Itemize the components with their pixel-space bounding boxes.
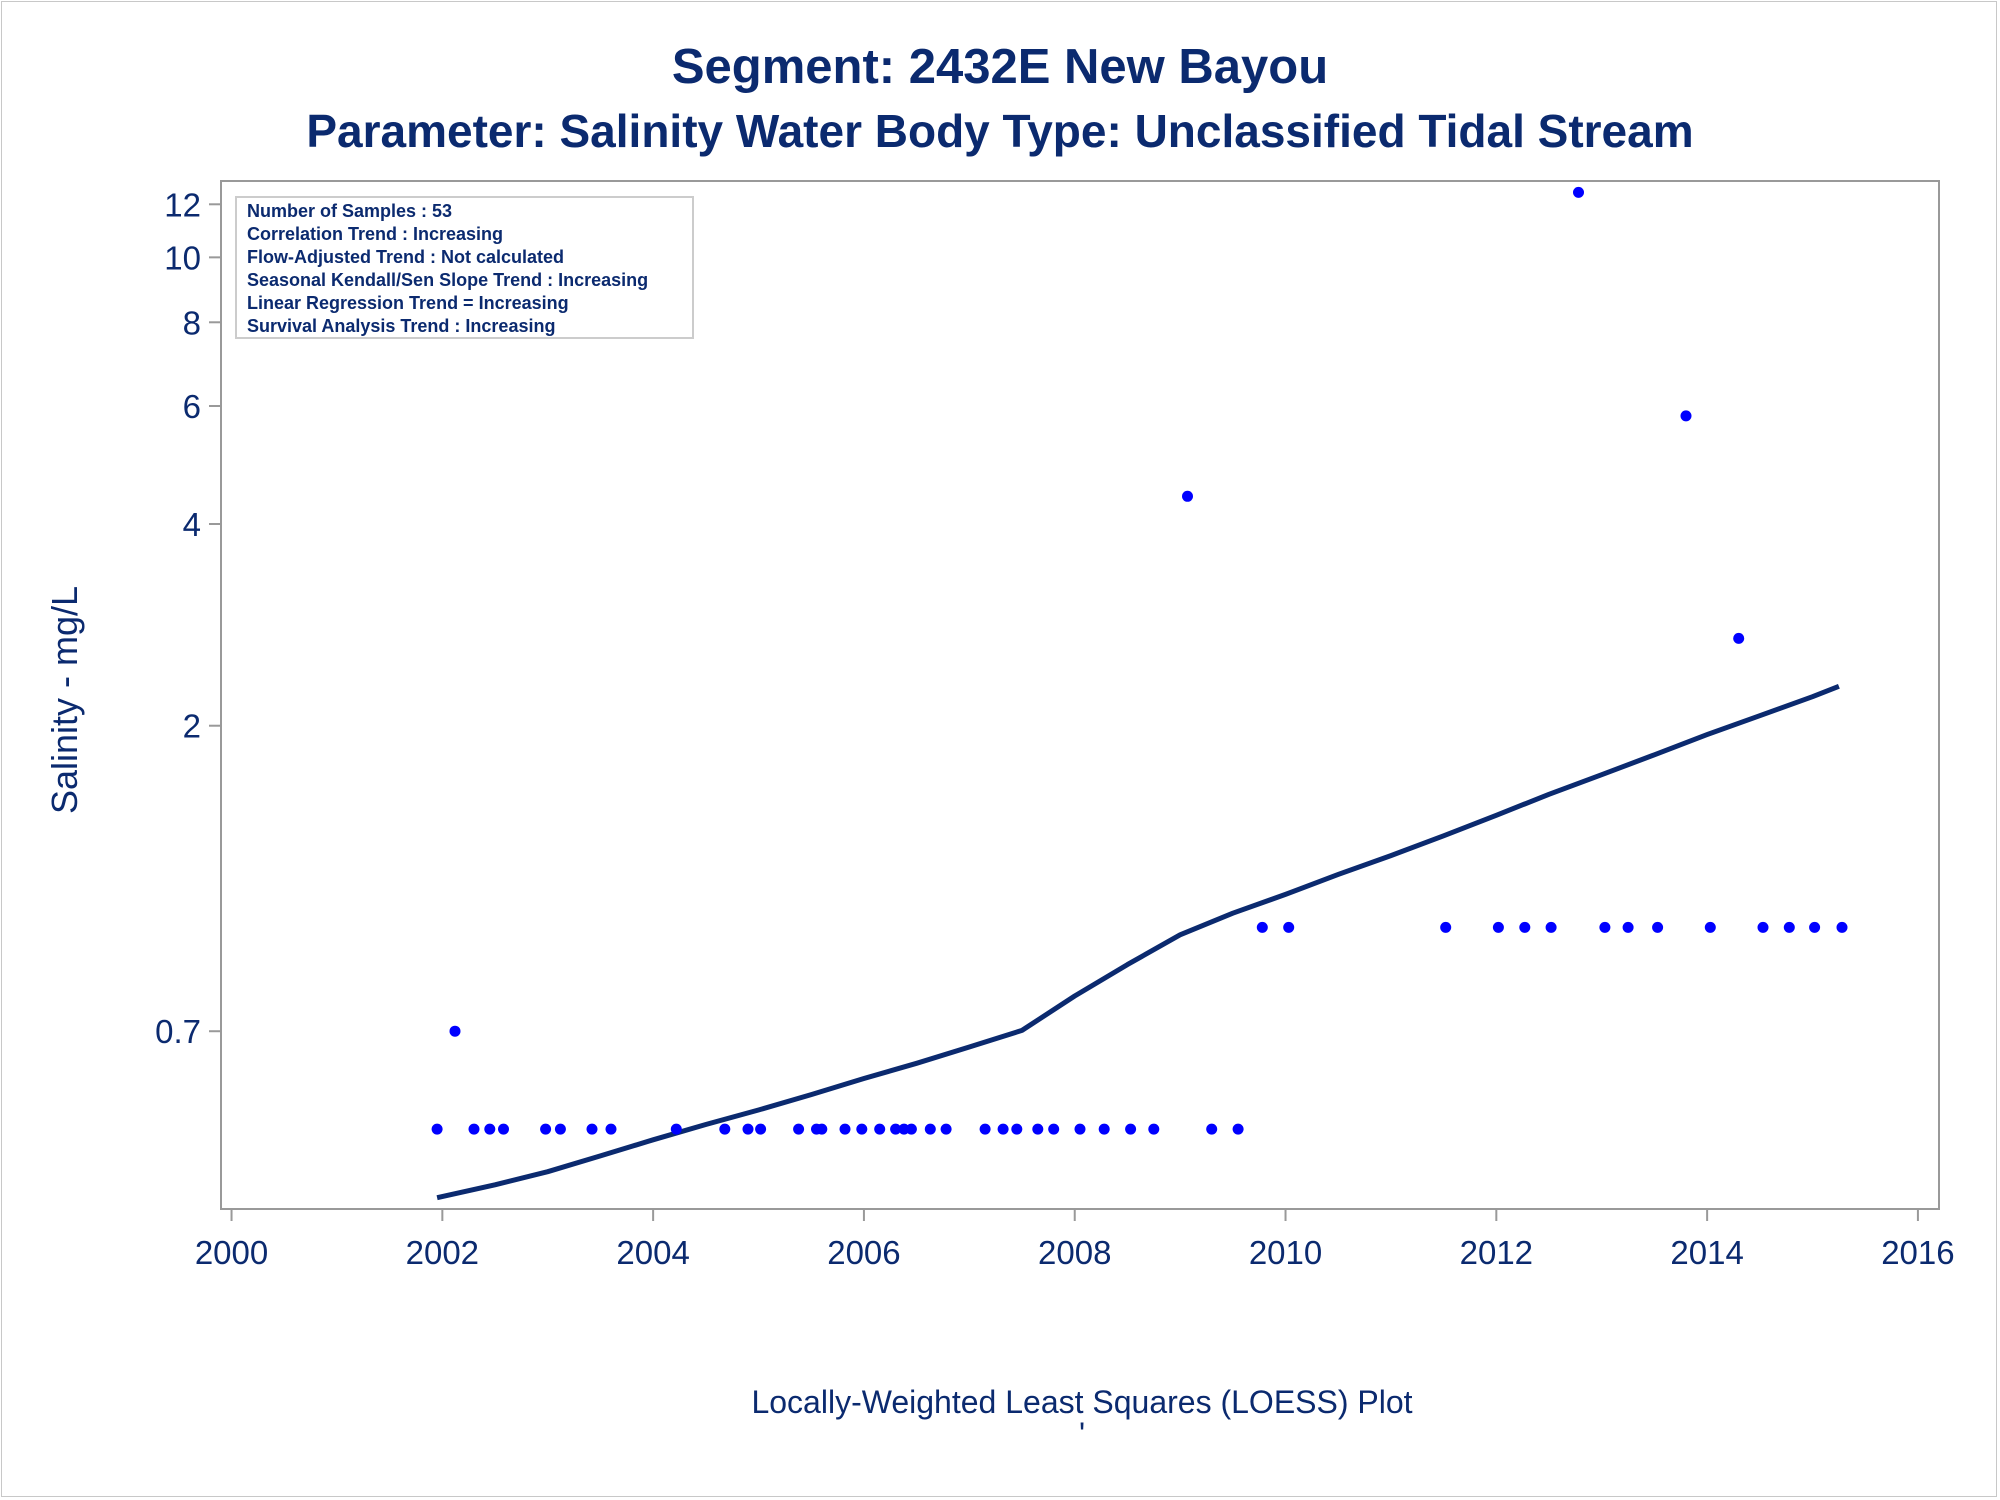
data-point (605, 1123, 617, 1135)
y-tick-label: 8 (183, 304, 201, 341)
x-tick-label: 2004 (616, 1234, 689, 1271)
chart-subtitle: Parameter: Salinity Water Body Type: Unc… (306, 105, 1693, 157)
data-point (498, 1123, 509, 1135)
data-point (670, 1123, 682, 1135)
data-point (1599, 921, 1611, 933)
y-tick-label: 10 (164, 239, 201, 276)
data-point (719, 1123, 731, 1135)
data-point (1148, 1123, 1160, 1135)
info-box: Number of Samples : 53 Correlation Trend… (235, 196, 694, 339)
data-point (839, 1123, 851, 1135)
y-tick-label: 2 (183, 708, 201, 745)
data-point (874, 1123, 886, 1135)
data-point (1836, 921, 1848, 933)
data-point (1125, 1123, 1137, 1135)
plot-area (220, 180, 1940, 1210)
data-point (1492, 921, 1504, 933)
data-point (468, 1123, 480, 1135)
info-box-border (235, 196, 694, 339)
data-point (1232, 1123, 1244, 1135)
loess-line (436, 683, 1840, 1201)
y-tick-label: 6 (183, 388, 201, 425)
data-point (540, 1123, 552, 1135)
data-point (1440, 921, 1452, 933)
data-point (755, 1123, 767, 1135)
data-point (1545, 921, 1557, 933)
data-point (1206, 1123, 1218, 1135)
footnote-mark: ' (1079, 1416, 1085, 1452)
data-point (1519, 921, 1531, 933)
data-point (449, 1025, 461, 1037)
x-tick-label: 2002 (406, 1234, 479, 1271)
data-point (1283, 921, 1295, 933)
data-point (940, 1123, 952, 1135)
x-tick-label: 2012 (1460, 1234, 1533, 1271)
x-tick-label: 2008 (1038, 1234, 1111, 1271)
x-tick-label: 2000 (195, 1234, 268, 1271)
data-point (554, 1123, 566, 1135)
x-tick-label: 2010 (1249, 1234, 1322, 1271)
data-point (890, 1123, 902, 1135)
data-point (856, 1123, 868, 1135)
info-linear-regression: Linear Regression Trend = Increasing (247, 293, 569, 313)
data-point (484, 1123, 496, 1135)
x-tick-label: 2016 (1881, 1234, 1954, 1271)
info-flow-adjusted: Flow-Adjusted Trend : Not calculated (247, 247, 564, 267)
y-axis-label: Salinity - mg/L (44, 586, 85, 814)
data-point (1074, 1123, 1086, 1135)
data-point (1809, 921, 1821, 933)
data-point (1011, 1123, 1023, 1135)
data-point (1182, 490, 1193, 502)
x-axis-label: Locally-Weighted Least Squares (LOESS) P… (751, 1384, 1412, 1420)
y-tick-label: 12 (164, 186, 201, 223)
data-point (1783, 921, 1795, 933)
y-axis: 0.7 2 4 6 8 10 12 (155, 186, 221, 1050)
data-point (924, 1123, 936, 1135)
data-point (1048, 1123, 1060, 1135)
data-point (586, 1123, 598, 1135)
info-correlation: Correlation Trend : Increasing (247, 224, 503, 244)
chart-title: Segment: 2432E New Bayou (672, 40, 1328, 94)
data-point (1573, 186, 1584, 198)
info-samples: Number of Samples : 53 (247, 201, 452, 221)
data-point (1098, 1123, 1110, 1135)
y-tick-label: 4 (183, 506, 201, 543)
data-point (816, 1123, 828, 1135)
data-point (1256, 921, 1268, 933)
data-point (905, 1123, 917, 1135)
data-point (1652, 921, 1664, 933)
data-point (1757, 921, 1769, 933)
x-axis: 2000 2002 2004 2006 2008 2010 2012 2014 2016 (195, 1209, 1955, 1271)
info-seasonal-kendall: Seasonal Kendall/Sen Slope Trend : Incre… (247, 270, 648, 290)
data-point (431, 1123, 443, 1135)
data-point (1733, 632, 1745, 644)
x-tick-label: 2006 (827, 1234, 900, 1271)
data-point (793, 1123, 805, 1135)
data-point (1032, 1123, 1044, 1135)
info-survival: Survival Analysis Trend : Increasing (247, 316, 555, 336)
data-point (742, 1123, 754, 1135)
data-point (997, 1123, 1009, 1135)
data-point (1680, 410, 1692, 422)
data-point (979, 1123, 991, 1135)
y-tick-label: 0.7 (155, 1013, 201, 1050)
data-point (1622, 921, 1634, 933)
x-tick-label: 2014 (1670, 1234, 1743, 1271)
data-points (431, 186, 1848, 1135)
data-point (1704, 921, 1716, 933)
